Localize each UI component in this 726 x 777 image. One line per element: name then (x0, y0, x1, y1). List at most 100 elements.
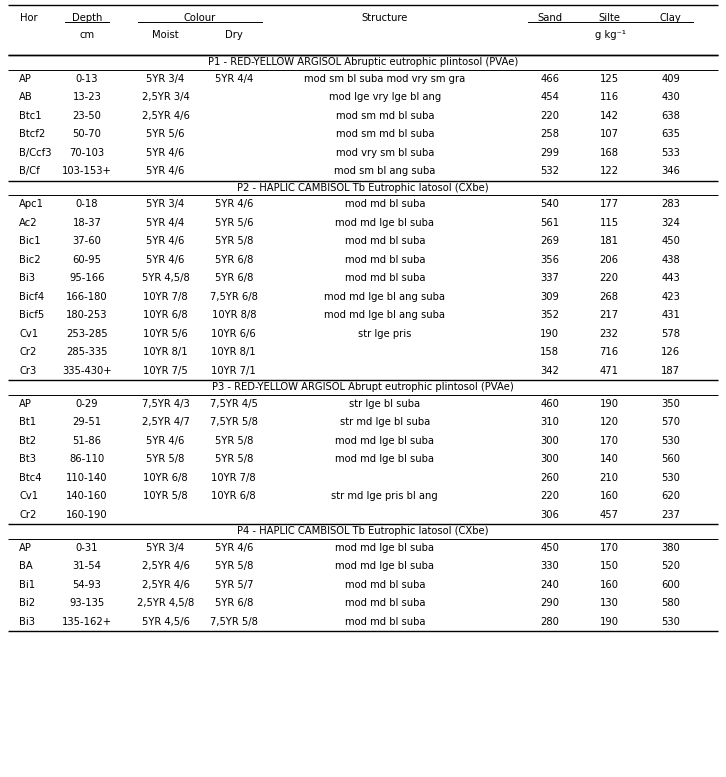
Text: 50-70: 50-70 (73, 129, 102, 139)
Text: 5YR 4/4: 5YR 4/4 (147, 218, 184, 228)
Text: 283: 283 (661, 199, 680, 209)
Text: str md lge bl suba: str md lge bl suba (340, 417, 430, 427)
Text: 335-430+: 335-430+ (62, 366, 112, 376)
Text: mod md lge bl suba: mod md lge bl suba (335, 543, 434, 552)
Text: 10YR 7/8: 10YR 7/8 (143, 291, 188, 301)
Text: 190: 190 (540, 329, 559, 339)
Text: 2,5YR 4/6: 2,5YR 4/6 (142, 580, 189, 590)
Text: Apc1: Apc1 (19, 199, 44, 209)
Text: 431: 431 (661, 310, 680, 320)
Text: 638: 638 (661, 111, 680, 120)
Text: 170: 170 (600, 436, 619, 446)
Text: Btc4: Btc4 (19, 472, 41, 483)
Text: mod md lge bl suba: mod md lge bl suba (335, 218, 434, 228)
Text: Bi3: Bi3 (19, 617, 35, 627)
Text: AP: AP (19, 543, 32, 552)
Text: 217: 217 (600, 310, 619, 320)
Text: 540: 540 (540, 199, 559, 209)
Text: 5YR 4,5/8: 5YR 4,5/8 (142, 274, 189, 284)
Text: 170: 170 (600, 543, 619, 552)
Text: 310: 310 (540, 417, 559, 427)
Text: 260: 260 (540, 472, 559, 483)
Text: 220: 220 (540, 111, 559, 120)
Text: str md lge pris bl ang: str md lge pris bl ang (331, 491, 439, 501)
Text: 5YR 5/8: 5YR 5/8 (215, 455, 253, 464)
Text: Bt2: Bt2 (19, 436, 36, 446)
Text: 337: 337 (540, 274, 559, 284)
Text: 126: 126 (661, 347, 680, 357)
Text: 110-140: 110-140 (66, 472, 108, 483)
Text: 130: 130 (600, 598, 619, 608)
Text: 457: 457 (600, 510, 619, 520)
Text: 140: 140 (600, 455, 619, 464)
Text: 2,5YR 3/4: 2,5YR 3/4 (142, 92, 189, 103)
Text: 300: 300 (540, 455, 559, 464)
Text: 158: 158 (540, 347, 559, 357)
Text: 160: 160 (600, 491, 619, 501)
Text: 13-23: 13-23 (73, 92, 102, 103)
Text: 299: 299 (540, 148, 559, 158)
Text: 2,5YR 4/7: 2,5YR 4/7 (142, 417, 189, 427)
Text: 120: 120 (600, 417, 619, 427)
Text: Cr2: Cr2 (19, 347, 36, 357)
Text: 258: 258 (540, 129, 559, 139)
Text: 450: 450 (540, 543, 559, 552)
Text: 135-162+: 135-162+ (62, 617, 113, 627)
Text: mod sm md bl suba: mod sm md bl suba (335, 129, 434, 139)
Text: 125: 125 (600, 74, 619, 84)
Text: Bicf4: Bicf4 (19, 291, 44, 301)
Text: 454: 454 (540, 92, 559, 103)
Text: 280: 280 (540, 617, 559, 627)
Text: Bic2: Bic2 (19, 255, 41, 265)
Text: 5YR 4/6: 5YR 4/6 (215, 543, 253, 552)
Text: 10YR 6/8: 10YR 6/8 (143, 472, 188, 483)
Text: 450: 450 (661, 236, 680, 246)
Text: 166-180: 166-180 (66, 291, 108, 301)
Text: 5YR 3/4: 5YR 3/4 (147, 543, 184, 552)
Text: 5YR 4,5/6: 5YR 4,5/6 (142, 617, 189, 627)
Text: Clay: Clay (660, 13, 682, 23)
Text: 600: 600 (661, 580, 680, 590)
Text: 18-37: 18-37 (73, 218, 102, 228)
Text: 107: 107 (600, 129, 619, 139)
Text: AP: AP (19, 399, 32, 409)
Text: 620: 620 (661, 491, 680, 501)
Text: 60-95: 60-95 (73, 255, 102, 265)
Text: 10YR 8/8: 10YR 8/8 (211, 310, 256, 320)
Text: 93-135: 93-135 (70, 598, 105, 608)
Text: 10YR 6/8: 10YR 6/8 (143, 310, 188, 320)
Text: Colour: Colour (184, 13, 216, 23)
Text: 5YR 4/4: 5YR 4/4 (215, 74, 253, 84)
Text: 0-29: 0-29 (76, 399, 99, 409)
Text: 5YR 3/4: 5YR 3/4 (147, 74, 184, 84)
Text: 37-60: 37-60 (73, 236, 102, 246)
Text: 560: 560 (661, 455, 680, 464)
Text: 29-51: 29-51 (73, 417, 102, 427)
Text: 10YR 7/8: 10YR 7/8 (211, 472, 256, 483)
Text: mod md lge bl suba: mod md lge bl suba (335, 561, 434, 571)
Text: P3 - RED-YELLOW ARGISOL Abrupt eutrophic plintosol (PVAe): P3 - RED-YELLOW ARGISOL Abrupt eutrophic… (212, 382, 514, 392)
Text: B/Cf: B/Cf (19, 166, 40, 176)
Text: 356: 356 (540, 255, 559, 265)
Text: 578: 578 (661, 329, 680, 339)
Text: 115: 115 (600, 218, 619, 228)
Text: 438: 438 (661, 255, 680, 265)
Text: 10YR 5/8: 10YR 5/8 (143, 491, 188, 501)
Text: Structure: Structure (362, 13, 408, 23)
Text: 520: 520 (661, 561, 680, 571)
Text: 10YR 6/8: 10YR 6/8 (211, 491, 256, 501)
Text: 86-110: 86-110 (70, 455, 105, 464)
Text: Hor: Hor (20, 13, 38, 23)
Text: 232: 232 (600, 329, 619, 339)
Text: 268: 268 (600, 291, 619, 301)
Text: 5YR 5/6: 5YR 5/6 (146, 129, 185, 139)
Text: 561: 561 (540, 218, 559, 228)
Text: 240: 240 (540, 580, 559, 590)
Text: Btc1: Btc1 (19, 111, 41, 120)
Text: 10YR 5/6: 10YR 5/6 (143, 329, 188, 339)
Text: Cv1: Cv1 (19, 491, 38, 501)
Text: BA: BA (19, 561, 33, 571)
Text: B/Ccf3: B/Ccf3 (19, 148, 52, 158)
Text: AP: AP (19, 74, 32, 84)
Text: 10YR 7/5: 10YR 7/5 (143, 366, 188, 376)
